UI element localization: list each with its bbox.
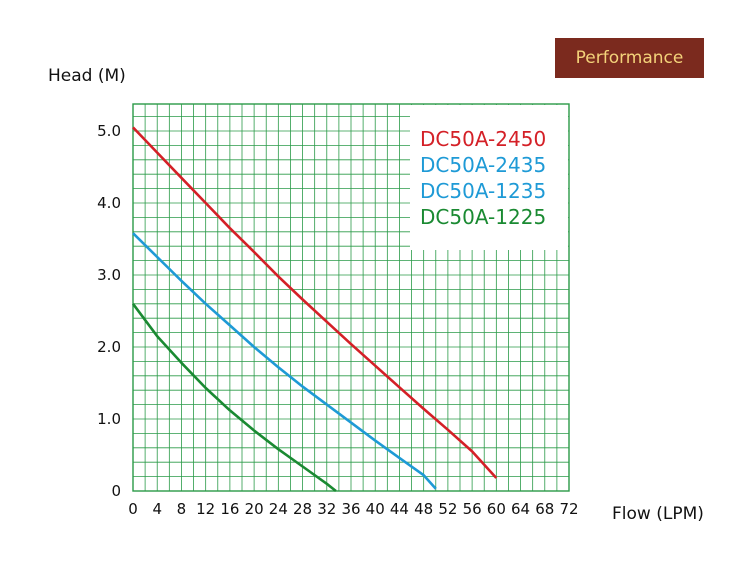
- y-tick-label: 1.0: [97, 410, 121, 428]
- x-tick-label: 72: [559, 500, 578, 518]
- x-tick-label: 52: [438, 500, 457, 518]
- y-tick-label: 0: [111, 482, 121, 500]
- legend-box: [410, 105, 568, 250]
- y-tick-label: 4.0: [97, 194, 121, 212]
- y-tick-labels: 0 1.0 2.0 3.0 4.0 5.0: [97, 122, 121, 500]
- x-tick-label: 64: [511, 500, 530, 518]
- x-axis-label: Flow (LPM): [612, 504, 704, 524]
- y-tick-label: 5.0: [97, 122, 121, 140]
- performance-badge: Performance: [555, 38, 704, 78]
- legend-background: [410, 105, 568, 250]
- x-tick-label: 8: [177, 500, 187, 518]
- x-tick-label: 16: [220, 500, 239, 518]
- x-tick-label: 60: [487, 500, 506, 518]
- x-tick-label: 28: [293, 500, 312, 518]
- x-tick-label: 0: [128, 500, 138, 518]
- x-tick-label: 24: [269, 500, 288, 518]
- x-tick-label: 36: [341, 500, 360, 518]
- x-tick-label: 4: [152, 500, 162, 518]
- x-tick-labels: 0 4 8 12 16 20 24 28 32 36 40 44 48 52 56 60 64 68 72: [128, 500, 578, 518]
- legend-entry-DC50A-1225: DC50A-1225: [420, 205, 546, 229]
- y-tick-label: 2.0: [97, 338, 121, 356]
- x-tick-label: 44: [390, 500, 409, 518]
- series-line-DC50A-2435: [132, 232, 437, 490]
- legend-entry-DC50A-1235: DC50A-1235: [420, 179, 546, 203]
- series-line-DC50A-2450: [132, 126, 498, 479]
- plot-frame: [132, 103, 570, 492]
- legend-entry-DC50A-2450: DC50A-2450: [420, 127, 546, 151]
- x-tick-label: 20: [245, 500, 264, 518]
- x-tick-label: 32: [317, 500, 336, 518]
- x-tick-label: 68: [535, 500, 554, 518]
- series-line-DC50A-1225: [131, 303, 337, 493]
- y-tick-label: 3.0: [97, 266, 121, 284]
- x-tick-label: 12: [196, 500, 215, 518]
- x-tick-label: 56: [463, 500, 482, 518]
- x-tick-label: 48: [414, 500, 433, 518]
- series-lines: [131, 126, 498, 493]
- grid-lines: [133, 104, 569, 491]
- legend-entry-DC50A-2435: DC50A-2435: [420, 153, 546, 177]
- x-tick-label: 40: [366, 500, 385, 518]
- y-axis-label: Head (M): [48, 66, 126, 86]
